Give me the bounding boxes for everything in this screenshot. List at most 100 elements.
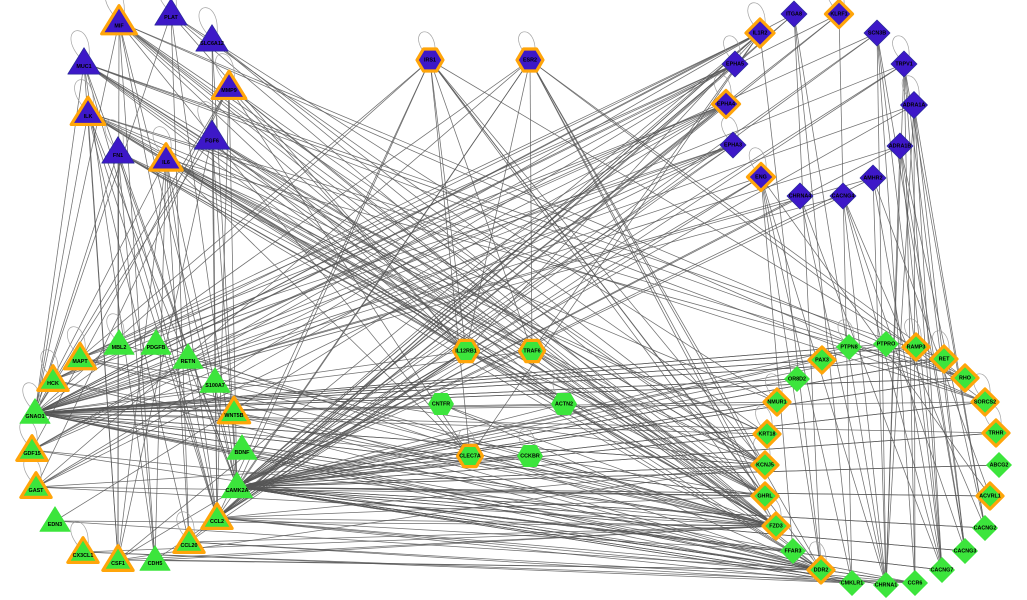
graph-node[interactable]: CCR6 [902, 570, 928, 596]
node-shape-diamond[interactable] [839, 570, 865, 596]
node-shape-diamond[interactable] [900, 91, 928, 119]
node-shape-diamond[interactable] [719, 131, 747, 159]
node-shape-diamond[interactable] [744, 17, 776, 49]
graph-node[interactable]: EDN3 [39, 506, 71, 532]
graph-node[interactable]: IL6 [148, 142, 184, 172]
graph-node[interactable]: MUC1 [67, 47, 101, 75]
node-shape-triangle[interactable] [39, 506, 71, 532]
graph-node[interactable]: NMUR1 [762, 387, 792, 417]
node-shape-diamond[interactable] [929, 344, 959, 374]
node-shape-triangle[interactable] [19, 471, 53, 499]
node-shape-triangle[interactable] [69, 95, 107, 127]
node-shape-diamond[interactable] [807, 345, 837, 375]
node-shape-diamond[interactable] [981, 418, 1011, 448]
node-shape-triangle[interactable] [172, 343, 204, 369]
node-shape-diamond[interactable] [806, 555, 836, 585]
node-shape-triangle[interactable] [19, 398, 51, 424]
graph-node[interactable]: GNAO1 [19, 398, 51, 424]
node-shape-triangle[interactable] [62, 341, 98, 371]
node-shape-diamond[interactable] [761, 511, 791, 541]
node-shape-diamond[interactable] [902, 570, 928, 596]
node-shape-diamond[interactable] [745, 161, 777, 193]
node-shape-diamond[interactable] [863, 19, 891, 47]
node-shape-diamond[interactable] [784, 366, 810, 392]
node-shape-diamond[interactable] [986, 452, 1012, 478]
node-shape-diamond[interactable] [780, 0, 808, 28]
node-shape-diamond[interactable] [975, 481, 1005, 511]
node-shape-diamond[interactable] [952, 538, 978, 564]
graph-node[interactable]: GHRL [750, 481, 780, 511]
graph-node[interactable]: RET [929, 344, 959, 374]
graph-node[interactable]: CMKLR1 [839, 570, 865, 596]
graph-node[interactable]: CSF1 [101, 544, 135, 572]
node-shape-triangle[interactable] [103, 329, 135, 355]
node-shape-hexagon[interactable] [551, 392, 577, 416]
graph-node[interactable]: PLAT [154, 0, 188, 26]
graph-node[interactable]: SLC6A12 [195, 24, 229, 52]
graph-node[interactable]: CACNG3 [952, 538, 978, 564]
node-shape-triangle[interactable] [226, 434, 258, 460]
node-shape-hexagon[interactable] [428, 392, 454, 416]
node-shape-hexagon[interactable] [451, 338, 481, 364]
node-shape-diamond[interactable] [710, 88, 742, 120]
node-shape-triangle[interactable] [199, 367, 231, 393]
graph-node[interactable]: ABCG2 [986, 452, 1012, 478]
node-shape-triangle[interactable] [193, 119, 231, 150]
node-shape-triangle[interactable] [15, 434, 49, 462]
node-shape-diamond[interactable] [762, 387, 792, 417]
graph-node[interactable]: IL1R2 [744, 17, 776, 49]
graph-node[interactable]: ITGA8 [780, 0, 808, 28]
graph-node[interactable]: ENG [745, 161, 777, 193]
node-shape-hexagon[interactable] [517, 338, 547, 364]
graph-node[interactable]: CACNG4 [829, 182, 857, 210]
graph-node[interactable]: RAMP3 [901, 332, 931, 362]
node-shape-hexagon[interactable] [415, 47, 445, 73]
graph-node[interactable]: IL12RB1 [451, 338, 481, 364]
node-shape-triangle[interactable] [154, 0, 188, 26]
node-shape-diamond[interactable] [873, 331, 899, 357]
node-shape-triangle[interactable] [36, 364, 70, 392]
node-shape-diamond[interactable] [829, 182, 857, 210]
node-shape-triangle[interactable] [148, 142, 184, 172]
node-shape-hexagon[interactable] [517, 444, 543, 468]
node-shape-diamond[interactable] [890, 50, 918, 78]
node-shape-triangle[interactable] [216, 395, 252, 425]
graph-node[interactable]: GDF15 [15, 434, 49, 462]
node-shape-diamond[interactable] [780, 538, 806, 564]
graph-node[interactable]: AMHR2 [859, 164, 887, 192]
graph-node[interactable]: KLRF1 [823, 0, 855, 30]
graph-node[interactable]: GAST [19, 471, 53, 499]
graph-node[interactable]: IRS1 [415, 47, 445, 73]
graph-node[interactable]: TRAF6 [517, 338, 547, 364]
node-shape-triangle[interactable] [66, 536, 100, 564]
graph-node[interactable]: RHO [950, 363, 980, 393]
graph-node[interactable]: CCL20 [172, 526, 206, 554]
node-shape-triangle[interactable] [101, 544, 135, 572]
node-shape-triangle[interactable] [172, 526, 206, 554]
node-shape-diamond[interactable] [972, 515, 998, 541]
node-shape-triangle[interactable] [140, 329, 172, 355]
node-shape-hexagon[interactable] [515, 47, 545, 73]
node-shape-triangle[interactable] [210, 69, 248, 101]
graph-node[interactable]: KRT18 [752, 419, 782, 449]
graph-node[interactable]: EPHA3 [719, 131, 747, 159]
node-shape-triangle[interactable] [220, 471, 254, 499]
graph-node[interactable]: CACNG7 [929, 557, 955, 583]
graph-node[interactable]: OR8D2 [784, 366, 810, 392]
node-shape-diamond[interactable] [752, 419, 782, 449]
node-shape-diamond[interactable] [886, 132, 914, 160]
node-shape-hexagon[interactable] [455, 443, 485, 469]
graph-node[interactable]: SORCS2 [970, 387, 1000, 417]
node-shape-diamond[interactable] [950, 363, 980, 393]
node-shape-diamond[interactable] [823, 0, 855, 30]
node-shape-triangle[interactable] [195, 24, 229, 52]
node-shape-diamond[interactable] [970, 387, 1000, 417]
graph-node[interactable]: CNTFR [428, 392, 454, 416]
graph-node[interactable]: CX3CL1 [66, 536, 100, 564]
node-shape-triangle[interactable] [100, 4, 138, 36]
node-shape-diamond[interactable] [786, 182, 814, 210]
graph-node[interactable]: S100A7 [199, 367, 231, 393]
node-shape-diamond[interactable] [721, 50, 749, 78]
graph-node[interactable]: ESR2 [515, 47, 545, 73]
